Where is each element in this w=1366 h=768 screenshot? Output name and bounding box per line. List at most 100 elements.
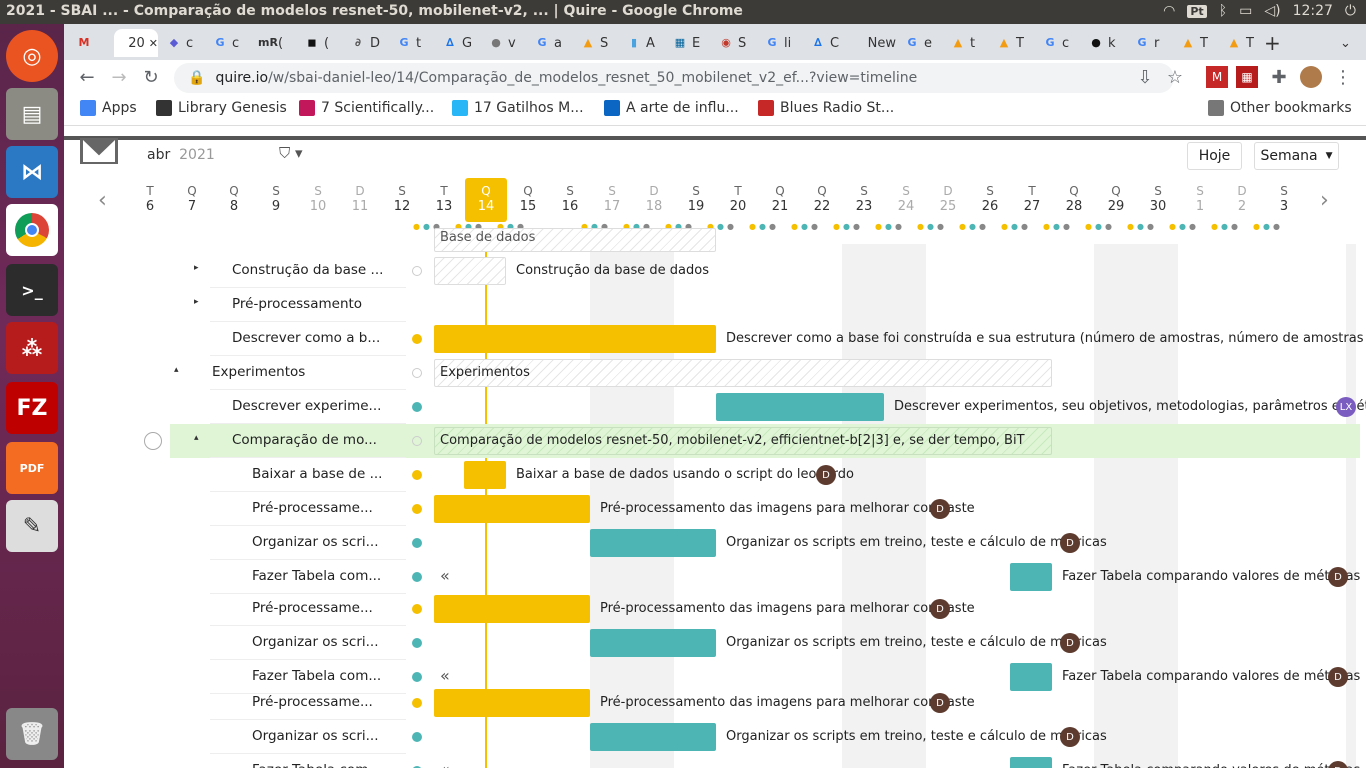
task-row[interactable]: Organizar os scri...	[170, 720, 1366, 754]
clock[interactable]: 12:27	[1292, 3, 1333, 19]
task-name[interactable]: Fazer Tabela com...	[252, 762, 406, 768]
day-header[interactable]: Q 15	[507, 184, 549, 214]
task-row[interactable]: Fazer Tabela com...	[170, 754, 1366, 768]
browser-tab[interactable]: 20 ✕	[114, 29, 158, 57]
profile-avatar[interactable]	[1300, 66, 1322, 88]
browser-tab[interactable]: ◉ S	[710, 29, 756, 57]
ubuntu-icon[interactable]: ◎	[6, 30, 58, 82]
complete-task-checkbox[interactable]	[144, 432, 162, 450]
assignee-avatar[interactable]: D	[1328, 761, 1348, 768]
bookmark-item[interactable]: Apps	[80, 100, 137, 116]
day-header[interactable]: S 19	[675, 184, 717, 214]
day-header[interactable]: Q 21	[759, 184, 801, 214]
task-name[interactable]: Pré-processame...	[252, 500, 373, 516]
task-row[interactable]: Descrever como a b...	[170, 322, 1366, 356]
task-name[interactable]: Organizar os scri...	[252, 534, 379, 550]
bookmark-item[interactable]: 7 Scientifically...	[299, 100, 434, 116]
browser-tab[interactable]: ◼(	[296, 29, 342, 57]
task-row[interactable]: Organizar os scri...	[170, 626, 1366, 660]
task-name[interactable]: Organizar os scri...	[252, 634, 379, 650]
browser-tab[interactable]: ▲ T	[988, 29, 1034, 57]
assignee-avatar[interactable]: D	[930, 499, 950, 519]
assignee-avatar[interactable]: D	[1060, 727, 1080, 747]
bluetooth-icon[interactable]: ᛒ	[1218, 3, 1228, 19]
close-tab-icon[interactable]: ✕	[148, 36, 158, 50]
task-bar[interactable]	[1010, 757, 1052, 768]
task-name[interactable]: Fazer Tabela com...	[252, 668, 382, 684]
day-header[interactable]: Q 14	[465, 178, 507, 222]
bookmark-item[interactable]: Library Genesis	[156, 100, 287, 116]
task-bar[interactable]	[434, 495, 590, 523]
bookmark-item[interactable]: 17 Gatilhos M...	[452, 100, 584, 116]
day-header[interactable]: D 11	[339, 184, 381, 214]
task-bar[interactable]	[1010, 663, 1052, 691]
day-header[interactable]: Q 28	[1053, 184, 1095, 214]
task-name[interactable]: Organizar os scri...	[252, 728, 379, 744]
day-header[interactable]: S 17	[591, 184, 633, 214]
browser-tab[interactable]: ▦ E	[664, 29, 710, 57]
extensions-puzzle-icon[interactable]: ✚	[1271, 66, 1287, 88]
quire-logo[interactable]	[80, 138, 118, 164]
battery-icon[interactable]: ▭	[1239, 3, 1253, 19]
volume-icon[interactable]: ◁)	[1264, 3, 1281, 19]
task-row[interactable]: Baixar a base de ...	[170, 458, 1366, 492]
task-row[interactable]: ▸ Pré-processamento	[170, 288, 1366, 322]
expand-caret-icon[interactable]: ▸	[194, 297, 199, 307]
task-bar[interactable]	[590, 723, 716, 751]
address-bar[interactable]: 🔒 quire.io/w/sbai-daniel-leo/14/Comparaç…	[174, 63, 1174, 93]
day-header[interactable]: D 18	[633, 184, 675, 214]
task-name[interactable]: Descrever experime...	[232, 398, 382, 414]
task-bar[interactable]	[590, 529, 716, 557]
chrome-icon[interactable]	[6, 204, 58, 256]
wifi-icon[interactable]: ◠	[1163, 3, 1176, 19]
install-icon[interactable]: ⇩	[1137, 66, 1153, 88]
reload-icon[interactable]: ↻	[143, 66, 159, 88]
browser-tab[interactable]: ∆ G	[434, 29, 480, 57]
browser-tab[interactable]: ▮ A	[618, 29, 664, 57]
text-editor-icon[interactable]: ✎	[6, 500, 58, 552]
task-bar[interactable]	[434, 325, 716, 353]
extension-icon[interactable]: M	[1206, 66, 1228, 88]
bookmark-item[interactable]: A arte de influ...	[604, 100, 739, 116]
task-name[interactable]: Comparação de mo...	[232, 432, 377, 448]
browser-tab[interactable]: ▲ T	[1218, 29, 1264, 57]
back-icon[interactable]: ←	[79, 66, 95, 88]
collapse-range-icon[interactable]: «	[440, 566, 450, 585]
mendeley-icon[interactable]: ⁂	[6, 322, 58, 374]
assignee-avatar[interactable]: D	[1328, 567, 1348, 587]
day-header[interactable]: S 23	[843, 184, 885, 214]
day-header[interactable]: Q 29	[1095, 184, 1137, 214]
assignee-avatar[interactable]: D	[816, 465, 836, 485]
day-header[interactable]: S 26	[969, 184, 1011, 214]
browser-tab[interactable]: ● v	[480, 29, 526, 57]
expand-caret-icon[interactable]: ▴	[174, 365, 179, 375]
keyboard-layout-indicator[interactable]: Pt	[1187, 4, 1207, 18]
task-row[interactable]: Pré-processame...	[170, 686, 1366, 720]
task-bar[interactable]	[434, 257, 506, 285]
power-icon[interactable]: ⏻	[1344, 3, 1356, 19]
task-row[interactable]: Pré-processame...	[170, 492, 1366, 526]
assignee-avatar[interactable]: D	[1328, 667, 1348, 687]
prev-week-icon[interactable]: ‹	[98, 188, 107, 213]
pdf-app-icon[interactable]: PDF	[6, 442, 58, 494]
browser-tab[interactable]: ∆ C	[802, 29, 848, 57]
task-bar[interactable]	[716, 393, 884, 421]
terminal-icon[interactable]: >_	[6, 264, 58, 316]
task-bar[interactable]	[434, 689, 590, 717]
day-header[interactable]: T 20	[717, 184, 759, 214]
browser-tab[interactable]: ∂ D	[342, 29, 388, 57]
view-select[interactable]: Semana ▼	[1254, 142, 1339, 170]
files-icon[interactable]: ▤	[6, 88, 58, 140]
task-name[interactable]: Baixar a base de ...	[252, 466, 383, 482]
day-header[interactable]: T 13	[423, 184, 465, 214]
task-bar[interactable]	[1010, 563, 1052, 591]
